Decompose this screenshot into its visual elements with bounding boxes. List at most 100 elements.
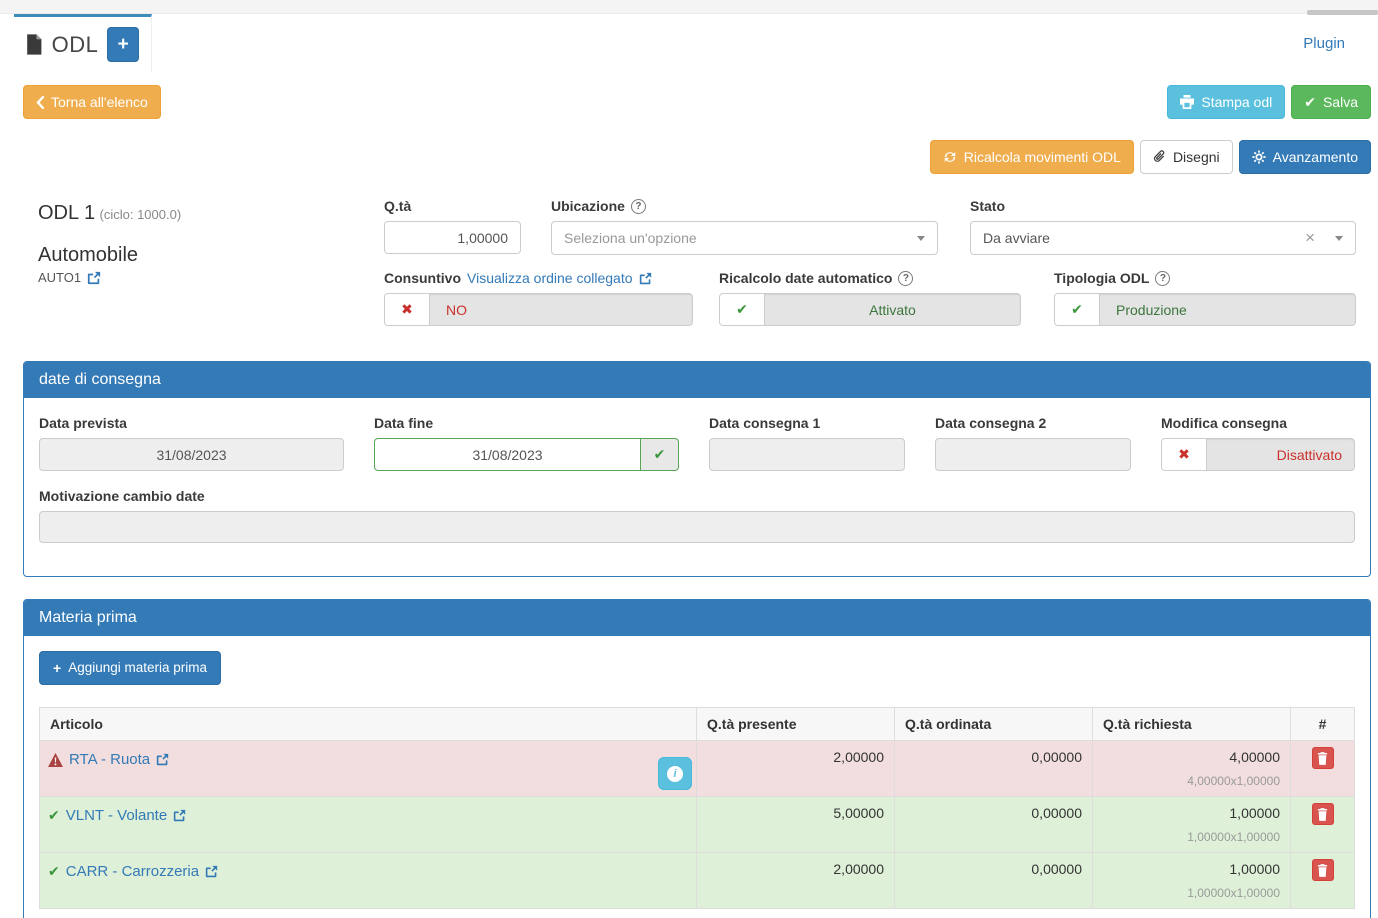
modify-delivery-label: Modifica consegna (1161, 415, 1288, 431)
dates-panel-title: date di consegna (24, 362, 1370, 398)
article-label: RTA - Ruota (69, 751, 151, 768)
external-link-icon[interactable] (87, 271, 101, 285)
refresh-icon (944, 151, 956, 163)
trash-icon (1317, 807, 1328, 821)
expected-date-label: Data prevista (39, 415, 127, 431)
delivery1-field: Data consegna 1 (709, 415, 905, 471)
article-link[interactable]: ✔ VLNT - Volante (48, 807, 186, 824)
check-icon: ✔ (653, 446, 666, 462)
modify-delivery-field: Modifica consegna ✖ Disattivato (1161, 415, 1355, 471)
product-name: Automobile (38, 244, 139, 266)
modify-delivery-toggle[interactable]: ✖ Disattivato (1161, 438, 1355, 471)
cross-icon: ✖ (401, 301, 413, 317)
save-label: Salva (1322, 94, 1358, 110)
paperclip-icon (1153, 150, 1165, 162)
delivery2-input (935, 438, 1131, 471)
check-icon: ✔ (736, 301, 748, 317)
materials-panel-title: Materia prima (24, 600, 1370, 636)
qty-label: Q.tà (384, 198, 412, 214)
drawings-label: Disegni (1172, 149, 1220, 165)
recalc-dates-field: Ricalcolo date automatico ? ✔ Attivato (719, 270, 1021, 326)
location-select[interactable]: Seleziona un'opzione (551, 221, 938, 255)
materials-panel: Materia prima + Aggiungi materia prima A… (23, 599, 1371, 918)
back-to-list-label: Torna all'elenco (51, 94, 148, 110)
table-row: RTA - Ruota i 2,00000 0,00000 (39, 740, 1355, 797)
col-present: Q.tà presente (696, 707, 895, 741)
add-material-label: Aggiungi materia prima (68, 660, 208, 675)
linked-order-label: Visualizza ordine collegato (467, 270, 633, 286)
delivery2-field: Data consegna 2 (935, 415, 1131, 471)
article-label: VLNT - Volante (65, 807, 168, 824)
state-value: Da avviare (983, 230, 1050, 246)
help-icon: ? (898, 270, 914, 286)
consuntivo-toggle[interactable]: ✖ NO (384, 293, 693, 326)
col-article: Articolo (39, 707, 697, 741)
end-date-input[interactable] (374, 438, 641, 471)
delete-row-button[interactable] (1311, 803, 1334, 825)
table-header-row: Articolo Q.tà presente Q.tà ordinata Q.t… (39, 707, 1355, 741)
reason-label: Motivazione cambio date (39, 488, 205, 504)
linked-order-link[interactable]: Visualizza ordine collegato (467, 270, 652, 286)
qty-input[interactable] (384, 221, 521, 254)
horizontal-scrollbar[interactable] (1307, 10, 1378, 15)
order-title: ODL 1 (38, 202, 96, 224)
tab-bar: ODL + Plugin (0, 14, 1378, 72)
delete-row-button[interactable] (1311, 859, 1334, 881)
col-required: Q.tà richiesta (1092, 707, 1291, 741)
trash-icon (1317, 863, 1328, 877)
add-material-button[interactable]: + Aggiungi materia prima (39, 651, 222, 685)
article-link[interactable]: ✔ CARR - Carrozzeria (48, 863, 218, 880)
article-link[interactable]: RTA - Ruota (48, 751, 169, 768)
recalc-movements-button[interactable]: Ricalcola movimenti ODL (929, 140, 1134, 174)
clear-icon[interactable]: × (1305, 228, 1315, 247)
cross-icon: ✖ (1178, 446, 1190, 462)
expected-date-input (39, 438, 344, 471)
delete-row-button[interactable] (1311, 747, 1334, 769)
qty-required-cell: 4,00000 4,00000x1,00000 (1092, 740, 1291, 797)
tab-odl[interactable]: ODL + (14, 14, 152, 72)
reason-field: Motivazione cambio date (39, 488, 1355, 543)
consuntivo-value: NO (446, 301, 467, 318)
qty-ordered-cell: 0,00000 (894, 796, 1093, 853)
add-tab-button[interactable]: + (107, 27, 139, 62)
qty-present-cell: 5,00000 (696, 796, 895, 853)
delivery1-input (709, 438, 905, 471)
progress-button[interactable]: Avanzamento (1238, 140, 1371, 174)
state-label: Stato (970, 198, 1005, 214)
location-placeholder: Seleziona un'opzione (564, 230, 697, 246)
state-select[interactable]: Da avviare × (970, 221, 1356, 255)
external-link-icon (205, 865, 218, 878)
state-field: Stato Da avviare × (970, 198, 1356, 255)
recalc-dates-toggle[interactable]: ✔ Attivato (719, 293, 1021, 326)
tipologia-value: Produzione (1116, 301, 1187, 318)
reason-input[interactable] (39, 511, 1355, 543)
article-label: CARR - Carrozzeria (65, 863, 200, 880)
back-to-list-button[interactable]: Torna all'elenco (23, 85, 161, 119)
info-button[interactable]: i (658, 757, 692, 790)
document-icon (27, 34, 42, 55)
drawings-button[interactable]: Disegni (1139, 140, 1233, 174)
tab-odl-label: ODL (51, 31, 99, 57)
delivery1-label: Data consegna 1 (709, 415, 821, 431)
save-button[interactable]: ✔ Salva (1291, 85, 1371, 119)
plugin-link[interactable]: Plugin (1303, 35, 1345, 52)
print-odl-button[interactable]: Stampa odl (1167, 85, 1286, 119)
qty-required-value: 4,00000 (1229, 749, 1280, 765)
check-icon: ✔ (1071, 301, 1083, 317)
external-link-icon (156, 753, 169, 766)
warning-icon (48, 752, 63, 767)
gear-icon (1252, 150, 1266, 164)
help-icon: ? (1155, 270, 1171, 286)
qty-field: Q.tà (384, 198, 521, 254)
qty-required-detail: 1,00000x1,00000 (1187, 830, 1280, 844)
end-date-label: Data fine (374, 415, 434, 431)
table-row: ✔ VLNT - Volante 5,00000 0,00000 (39, 796, 1355, 853)
qty-present-cell: 2,00000 (696, 852, 895, 909)
tipologia-toggle[interactable]: ✔ Produzione (1054, 293, 1356, 326)
consuntivo-field: Consuntivo Visualizza ordine collegato ✖… (384, 270, 693, 326)
recalc-dates-label: Ricalcolo date automatico (719, 270, 893, 286)
location-label: Ubicazione (551, 198, 625, 214)
qty-ordered-cell: 0,00000 (894, 740, 1093, 797)
trash-icon (1317, 751, 1328, 765)
end-date-valid-addon[interactable]: ✔ (641, 438, 679, 471)
